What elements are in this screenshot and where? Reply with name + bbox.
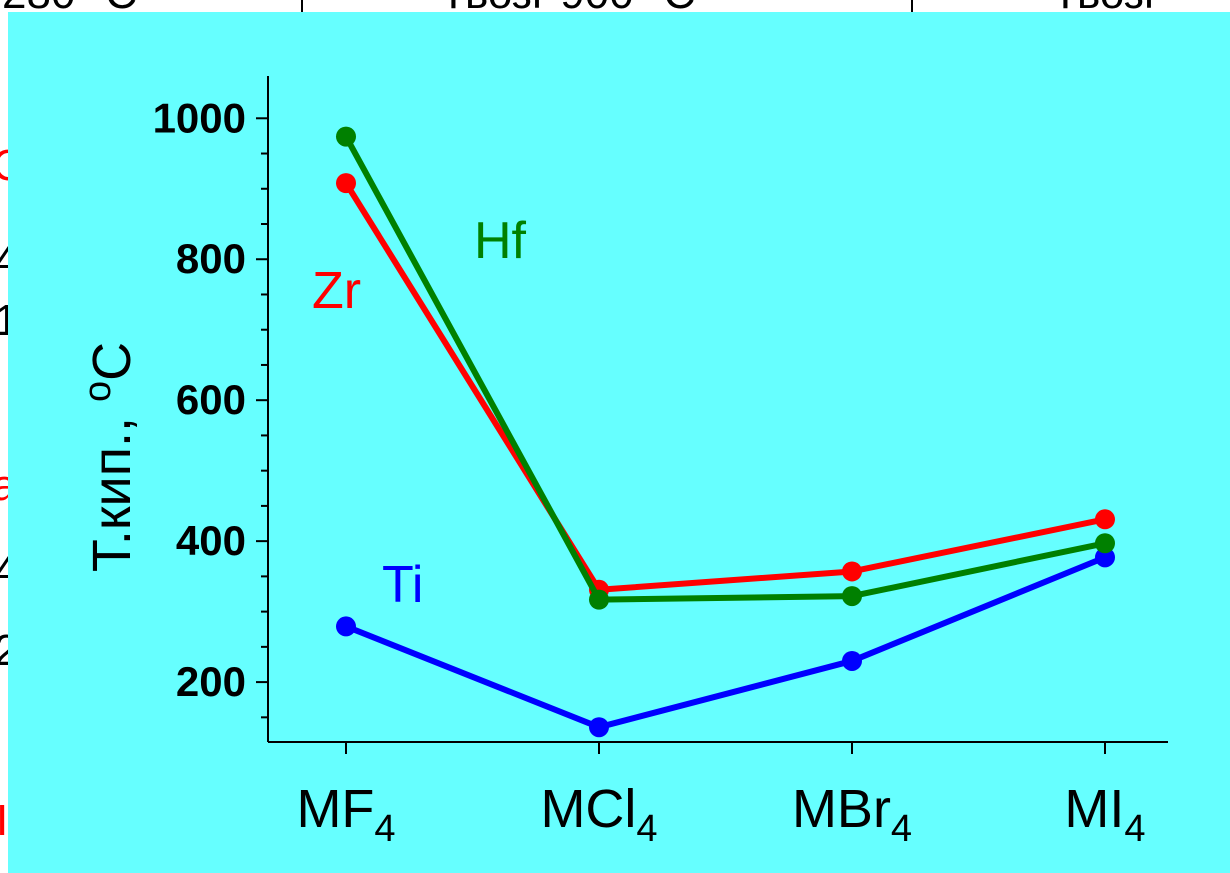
- series-label-hf: Hf: [474, 212, 527, 270]
- x-tick-label: MI4: [1064, 779, 1145, 850]
- chart-labels-layer: Ti Zr Hf: [312, 212, 527, 614]
- series-line-hf: [343, 135, 1106, 603]
- x-tick-label: MBr4: [792, 779, 912, 850]
- y-tick-label: 400: [176, 517, 246, 564]
- data-point-zr: [842, 561, 862, 582]
- y-tick-label: 800: [176, 235, 246, 282]
- data-point-ti: [336, 616, 356, 637]
- y-axis-title: Т.кип., oC: [77, 342, 142, 572]
- data-point-hf: [842, 586, 862, 607]
- x-tick-label: MF4: [296, 779, 395, 850]
- data-point-ti: [1095, 547, 1115, 568]
- data-point-ti: [589, 717, 609, 738]
- background-side-text-red-3: I: [0, 796, 8, 845]
- series-line-zr: [343, 181, 1106, 593]
- data-point-hf: [336, 126, 356, 147]
- series-line-ti: [344, 554, 1107, 731]
- chart-axes: 200 400 600 800 1000 MF4 MCl4 MBr4 MI4 Т.кип., oC: [77, 76, 1168, 850]
- y-tick-label: 200: [176, 658, 246, 705]
- chart-panel: 200 400 600 800 1000 MF4 MCl4 MBr4 MI4 Т.кип., oC…: [8, 12, 1230, 873]
- data-point-zr: [336, 173, 356, 194]
- chart-background: [8, 12, 1230, 873]
- x-tick-label: MCl4: [540, 779, 657, 850]
- y-tick-label: 1000: [153, 94, 246, 141]
- data-point-zr: [1095, 509, 1115, 530]
- y-tick-label: 600: [176, 376, 246, 423]
- data-point-hf: [1095, 533, 1115, 554]
- series-label-zr: Zr: [312, 262, 361, 320]
- data-point-ti: [842, 650, 862, 671]
- series-label-ti: Ti: [382, 556, 423, 614]
- chart-series-layer: [336, 126, 1115, 738]
- data-point-hf: [589, 589, 609, 610]
